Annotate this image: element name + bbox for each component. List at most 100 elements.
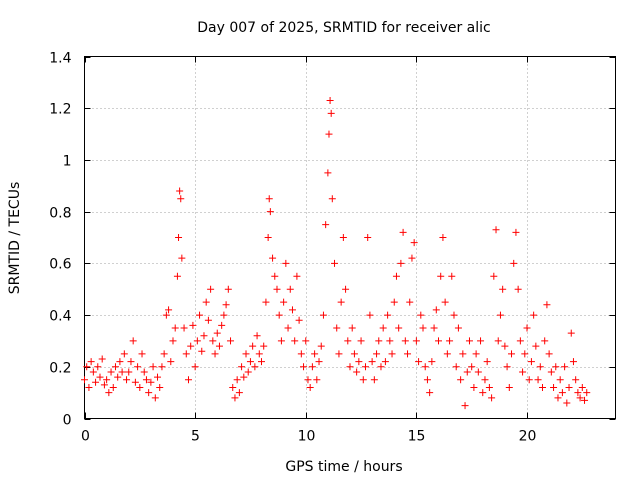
data-point <box>350 350 358 358</box>
data-point <box>346 363 354 371</box>
plot-frame <box>84 56 616 419</box>
data-point <box>220 311 228 319</box>
data-point <box>373 350 381 358</box>
data-point <box>558 389 566 397</box>
data-point <box>572 376 580 384</box>
data-point <box>426 389 434 397</box>
data-point <box>375 337 383 345</box>
data-point <box>441 298 449 306</box>
data-point <box>306 383 314 391</box>
data-point <box>443 350 451 358</box>
data-point <box>428 358 436 366</box>
data-point <box>331 259 339 267</box>
data-point <box>280 298 288 306</box>
data-point <box>470 383 478 391</box>
data-point <box>370 376 378 384</box>
data-point <box>439 234 447 241</box>
data-point <box>406 298 414 306</box>
data-point <box>578 383 586 391</box>
data-point <box>200 332 208 340</box>
data-point <box>339 234 347 241</box>
data-point <box>505 383 513 391</box>
data-point <box>459 350 467 358</box>
data-point <box>325 130 333 138</box>
data-point <box>136 383 144 391</box>
data-point <box>92 378 100 386</box>
data-point <box>355 358 363 366</box>
data-point <box>125 368 133 376</box>
data-point <box>543 301 551 309</box>
data-point <box>412 337 420 345</box>
data-point <box>368 358 376 366</box>
data-point <box>545 350 553 358</box>
data-point <box>361 363 369 371</box>
data-point <box>193 337 201 345</box>
data-point <box>191 363 199 371</box>
data-point <box>300 363 308 371</box>
axes <box>84 56 616 419</box>
data-point <box>457 376 465 384</box>
data-point <box>160 350 168 358</box>
data-point <box>209 337 217 345</box>
data-point <box>454 324 462 332</box>
data-point <box>147 378 155 386</box>
data-point <box>583 389 591 397</box>
data-point <box>142 376 150 384</box>
data-point <box>215 342 223 350</box>
data-point <box>514 285 522 293</box>
data-point <box>397 259 405 267</box>
data-point <box>527 358 535 366</box>
data-point <box>271 272 279 280</box>
data-point <box>189 321 197 329</box>
data-point <box>284 324 292 332</box>
data-point <box>273 285 281 293</box>
data-point <box>494 337 502 345</box>
data-point <box>149 363 157 371</box>
data-point <box>328 195 336 203</box>
data-point <box>379 324 387 332</box>
data-point <box>468 363 476 371</box>
data-point <box>503 363 511 371</box>
y-tick-label: 0.8 <box>49 206 71 222</box>
data-point <box>288 306 296 314</box>
data-point <box>265 195 273 203</box>
data-point <box>569 358 577 366</box>
data-point <box>337 298 345 306</box>
data-point <box>207 285 215 293</box>
data-point <box>410 239 418 247</box>
data-point <box>463 368 471 376</box>
data-points <box>81 96 591 410</box>
data-point <box>173 272 181 280</box>
data-point <box>364 234 372 241</box>
data-point <box>162 311 170 319</box>
chart-title: Day 007 of 2025, SRMTID for receiver ali… <box>197 20 490 36</box>
data-point <box>89 368 97 376</box>
data-point <box>204 316 212 324</box>
x-tick-label: 10 <box>298 429 316 445</box>
data-point <box>576 394 584 402</box>
data-point <box>260 342 268 350</box>
y-tick-label: 0.6 <box>49 257 71 273</box>
data-point <box>574 389 582 397</box>
data-point <box>534 376 542 384</box>
data-point <box>315 358 323 366</box>
grid <box>84 56 616 419</box>
data-point <box>488 394 496 402</box>
data-point <box>523 324 531 332</box>
data-point <box>435 337 442 345</box>
x-tick-label: 0 <box>81 429 90 445</box>
data-point <box>333 324 341 332</box>
data-point <box>293 272 301 280</box>
data-point <box>381 358 389 366</box>
data-point <box>240 373 248 381</box>
data-point <box>180 324 188 332</box>
data-point <box>233 376 241 384</box>
data-point <box>235 389 243 397</box>
data-point <box>563 399 571 407</box>
data-point <box>264 234 272 241</box>
data-point <box>446 337 454 345</box>
y-tick-label: 0.4 <box>49 309 71 325</box>
data-point <box>499 285 507 293</box>
data-point <box>530 311 538 319</box>
data-point <box>521 350 529 358</box>
